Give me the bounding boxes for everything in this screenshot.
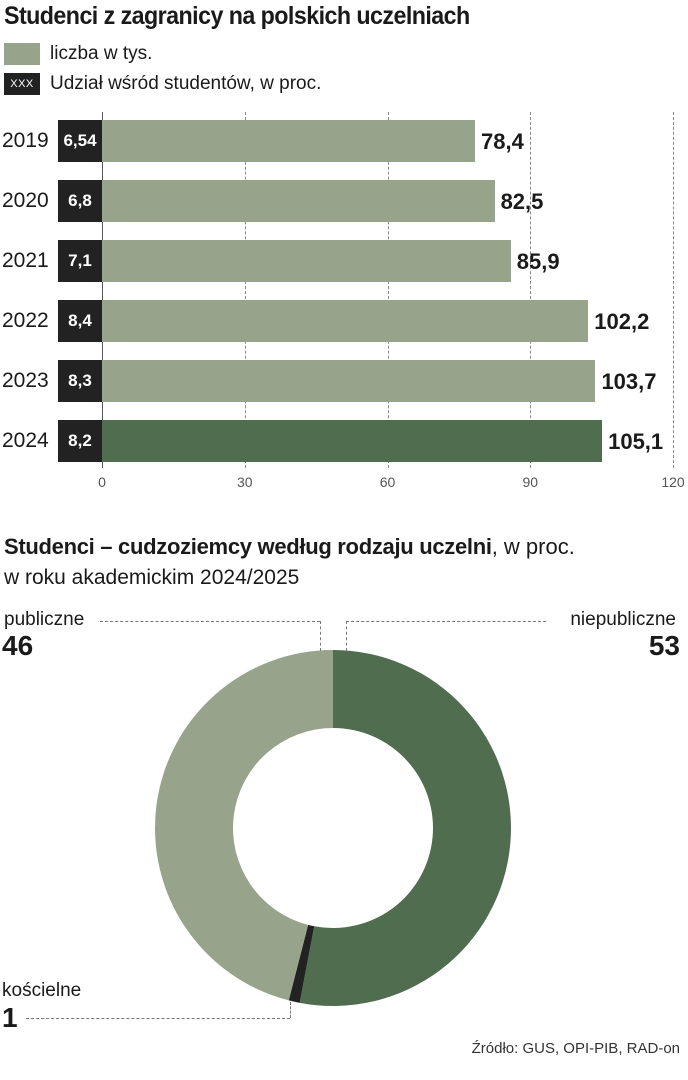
value-label: 102,2 xyxy=(594,309,650,334)
segment-name-niepubliczne: niepubliczne xyxy=(570,609,676,630)
year-label: 2020 xyxy=(2,189,49,212)
segment-value-koscielne: 1 xyxy=(2,1002,18,1033)
value-label: 105,1 xyxy=(608,429,664,454)
leader-line-koscielne xyxy=(26,1018,290,1019)
value-label: 103,7 xyxy=(601,369,657,394)
donut-title-bold: Studenci – cudzoziemcy według rodzaju uc… xyxy=(4,534,492,559)
year-label: 2021 xyxy=(2,249,49,272)
bar-2020 xyxy=(102,180,495,222)
share-label: 8,3 xyxy=(58,360,102,402)
donut-title-suffix: , w proc. xyxy=(491,534,575,559)
gridline-120 xyxy=(673,112,674,468)
legend-item-share: XXX Udział wśród studentów, w proc. xyxy=(4,70,321,98)
bar-2019 xyxy=(102,120,476,162)
year-label: 2024 xyxy=(2,429,49,452)
leader-line-publiczne-v xyxy=(320,621,321,651)
bar-2021 xyxy=(102,240,511,282)
gridline-30 xyxy=(244,112,246,468)
segment-name-publiczne: publiczne xyxy=(4,609,85,630)
segment-name-koscielne: kościelne xyxy=(2,980,82,1001)
donut-title: Studenci – cudzoziemcy według rodzaju uc… xyxy=(4,534,575,560)
segment-value-publiczne: 46 xyxy=(2,630,34,661)
gridline-0 xyxy=(102,112,103,468)
x-tick-label: 120 xyxy=(661,474,685,490)
x-tick-label: 60 xyxy=(379,474,396,490)
chart-title: Studenci z zagranicy na polskich uczelni… xyxy=(4,2,470,30)
legend-swatch-green xyxy=(4,43,40,65)
gridline-60 xyxy=(387,112,389,468)
leader-line-koscielne-v xyxy=(290,1002,291,1018)
leader-line-publiczne xyxy=(100,621,320,622)
donut-slice-publiczne xyxy=(155,650,333,1001)
share-label: 6,8 xyxy=(58,180,102,222)
leader-line-niepubliczne-v xyxy=(346,621,347,651)
legend-item-count: liczba w tys. xyxy=(4,40,152,68)
x-tick-label: 90 xyxy=(522,474,539,490)
share-label: 8,4 xyxy=(58,300,102,342)
bar-2023 xyxy=(102,360,596,402)
share-label: 6,54 xyxy=(58,120,102,162)
donut-slice-niepubliczne xyxy=(299,650,512,1006)
segment-value-niepubliczne: 53 xyxy=(648,630,680,661)
x-tick-label: 30 xyxy=(236,474,253,490)
share-label: 8,2 xyxy=(58,420,102,462)
legend-swatch-black: XXX xyxy=(4,73,40,95)
leader-line-niepubliczne xyxy=(346,621,546,622)
legend-label-count: liczba w tys. xyxy=(50,43,153,64)
bar-2024 xyxy=(102,420,603,462)
donut-subtitle: w roku akademickim 2024/2025 xyxy=(4,566,300,589)
legend-label-share: Udział wśród studentów, w proc. xyxy=(50,73,322,94)
year-label: 2022 xyxy=(2,309,49,332)
value-label: 78,4 xyxy=(481,129,524,154)
donut-slice-kościelne xyxy=(288,924,315,1003)
year-label: 2023 xyxy=(2,369,49,392)
year-label: 2019 xyxy=(2,129,49,152)
value-label: 82,5 xyxy=(500,189,544,214)
gridline-90 xyxy=(530,112,532,468)
value-label: 85,9 xyxy=(516,249,560,274)
share-label: 7,1 xyxy=(58,240,102,282)
x-tick-label: 0 xyxy=(98,474,106,490)
source-note: Źródło: GUS, OPI-PIB, RAD-on xyxy=(471,1040,680,1057)
bar-2022 xyxy=(102,300,589,342)
